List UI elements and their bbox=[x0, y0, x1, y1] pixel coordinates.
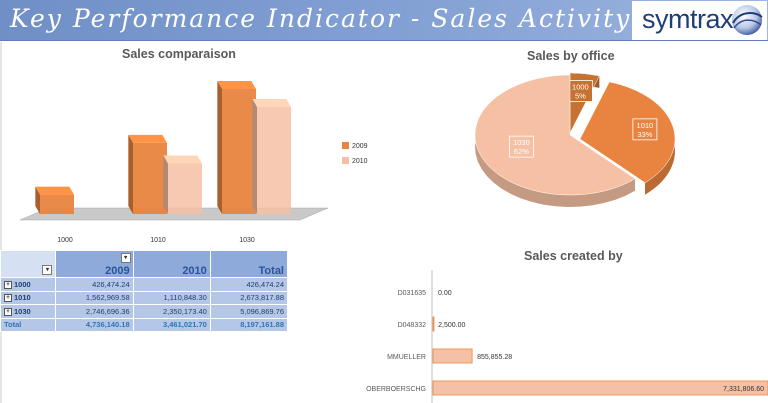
pivot-cell: 8,197,161.88 bbox=[209, 317, 289, 332]
pivot-row-label[interactable]: +1010 bbox=[0, 290, 57, 305]
expand-icon[interactable]: + bbox=[4, 294, 12, 303]
x-tick-label: 1010 bbox=[150, 237, 166, 244]
bar-2010-1010 bbox=[163, 155, 202, 214]
sales-by-office-title: Sales by office bbox=[527, 49, 615, 63]
sales-comparison-chart: 1000 1010 1030 2009 2010 bbox=[19, 81, 368, 244]
pivot-cell: 426,474.24 bbox=[55, 277, 134, 292]
pivot-row-label[interactable]: +1030 bbox=[0, 304, 57, 319]
sales-created-by-title: Sales created by bbox=[524, 249, 623, 263]
logo: symtrax bbox=[632, 1, 767, 40]
column-filter-icon[interactable]: ▾ bbox=[120, 253, 131, 263]
category-label: D048332 bbox=[398, 322, 427, 329]
bar-D048332 bbox=[432, 316, 435, 332]
filter-dropdown-icon[interactable]: ▾ bbox=[42, 265, 53, 275]
pivot-cell: 2,746,696.36 bbox=[55, 304, 134, 319]
sales-created-by-chart: D031635 0.00 D048332 2,500.00 MMUELLER 855,85… bbox=[366, 270, 768, 403]
category-label: MMUELLER bbox=[387, 354, 426, 361]
pie-pct-label: 62% bbox=[514, 147, 529, 156]
value-label: 2,500.00 bbox=[438, 322, 465, 329]
pivot-cell bbox=[132, 277, 211, 292]
pivot-col-total: Total bbox=[209, 250, 289, 278]
pivot-cell: 2,673,817.88 bbox=[209, 290, 289, 305]
category-label: D031635 bbox=[398, 290, 427, 297]
pivot-cell: 4,736,140.18 bbox=[55, 317, 134, 332]
pivot-total-row: Total 4,736,140.18 3,461,021.70 8,197,16… bbox=[0, 317, 289, 332]
pie-slice-side-1030 bbox=[475, 75, 636, 207]
pivot-row: +1010 1,562,969.58 1,110,848.30 2,673,81… bbox=[0, 290, 289, 305]
banner-title: Key Performance Indicator - Sales Activi… bbox=[10, 4, 632, 33]
legend-label-2010: 2010 bbox=[352, 158, 368, 165]
pivot-row: +1030 2,746,696.36 2,350,173.40 5,096,86… bbox=[0, 304, 289, 319]
bar-2009-1010 bbox=[128, 134, 167, 214]
pivot-cell: 3,461,021.70 bbox=[132, 317, 211, 332]
pivot-cell: 2,350,173.40 bbox=[132, 304, 211, 319]
x-tick-label: 1000 bbox=[57, 237, 73, 244]
pivot-cell: 1,110,848.30 bbox=[132, 290, 211, 305]
logo-text: symtrax bbox=[642, 4, 734, 34]
value-label: 0.00 bbox=[438, 290, 452, 297]
pie-label-box bbox=[632, 118, 658, 141]
legend-swatch-2010 bbox=[342, 157, 349, 164]
x-tick-label: 1030 bbox=[239, 237, 255, 244]
pie-pct-label: 5% bbox=[575, 92, 586, 101]
pivot-cell: 5,096,869.76 bbox=[209, 304, 289, 319]
pie-label: 1030 bbox=[513, 138, 530, 147]
pie-label-box bbox=[509, 135, 534, 158]
bar-2009-1000 bbox=[35, 186, 74, 214]
sheet-edge bbox=[0, 42, 2, 403]
title-banner: Key Performance Indicator - Sales Activi… bbox=[0, 0, 768, 41]
legend-swatch-2009 bbox=[342, 142, 349, 149]
sales-comparison-title: Sales comparaison bbox=[122, 47, 236, 61]
bar-MMUELLER bbox=[432, 348, 473, 364]
category-label: OBERBOERSCHG bbox=[366, 386, 426, 393]
legend-label-2009: 2009 bbox=[352, 143, 368, 150]
pivot-cell: 1,562,969.58 bbox=[55, 290, 134, 305]
pie-pct-label: 33% bbox=[637, 130, 652, 139]
expand-icon[interactable]: + bbox=[4, 307, 12, 316]
pivot-col-2009: ▾ 2009 bbox=[55, 250, 134, 278]
value-label: 855,855.28 bbox=[477, 354, 512, 361]
expand-icon[interactable]: + bbox=[4, 280, 12, 289]
bar-2010-1030 bbox=[252, 99, 291, 214]
pie-label: 1010 bbox=[637, 121, 654, 130]
pivot-cell: 426,474.24 bbox=[209, 277, 289, 292]
pie-slice-1030 bbox=[474, 74, 636, 196]
pivot-col-2010: 2010 bbox=[132, 250, 211, 278]
bar-OBERBOERSCHG bbox=[432, 380, 768, 396]
pie-slice-1010 bbox=[579, 81, 676, 184]
bar-2009-1030 bbox=[217, 81, 256, 214]
pivot-row-label[interactable]: +1000 bbox=[0, 277, 57, 292]
pivot-total-label: Total bbox=[0, 317, 57, 332]
pivot-row: +1000 426,474.24 426,474.24 bbox=[0, 277, 289, 292]
pivot-corner: ▾ bbox=[0, 250, 57, 278]
pivot-table: ▾ ▾ 2009 2010 Total +1000 426,474.24 426… bbox=[0, 250, 289, 332]
swirl-globe-icon bbox=[732, 5, 763, 35]
value-label: 7,331,806.60 bbox=[723, 386, 764, 393]
pie-label: 1000 bbox=[572, 83, 589, 92]
